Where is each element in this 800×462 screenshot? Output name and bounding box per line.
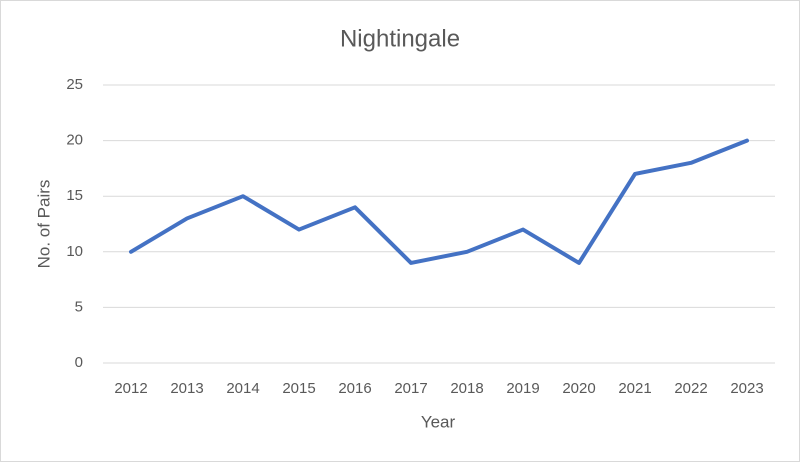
x-tick-label: 2016	[338, 380, 371, 397]
x-tick-label: 2020	[562, 380, 595, 397]
x-tick-label: 2013	[170, 380, 203, 397]
x-axis-label: Year	[421, 412, 456, 431]
data-line	[129, 138, 749, 265]
x-tick-label: 2023	[730, 380, 763, 397]
y-axis-label: No. of Pairs	[34, 180, 53, 269]
y-tick-label: 10	[66, 243, 83, 260]
x-tick-label: 2012	[114, 380, 147, 397]
x-tick-label: 2015	[282, 380, 315, 397]
y-tick-label: 20	[66, 132, 83, 149]
x-tick-label: 2021	[618, 380, 651, 397]
x-tick-label: 2022	[674, 380, 707, 397]
y-tick-label: 0	[75, 354, 83, 371]
y-tick-label: 15	[66, 187, 83, 204]
y-tick-label: 25	[66, 76, 83, 93]
x-tick-label: 2014	[226, 380, 259, 397]
x-tick-label: 2017	[394, 380, 427, 397]
x-tick-label: 2018	[450, 380, 483, 397]
chart-title: Nightingale	[340, 25, 460, 52]
x-tick-label: 2019	[506, 380, 539, 397]
y-tick-label: 5	[75, 298, 83, 315]
